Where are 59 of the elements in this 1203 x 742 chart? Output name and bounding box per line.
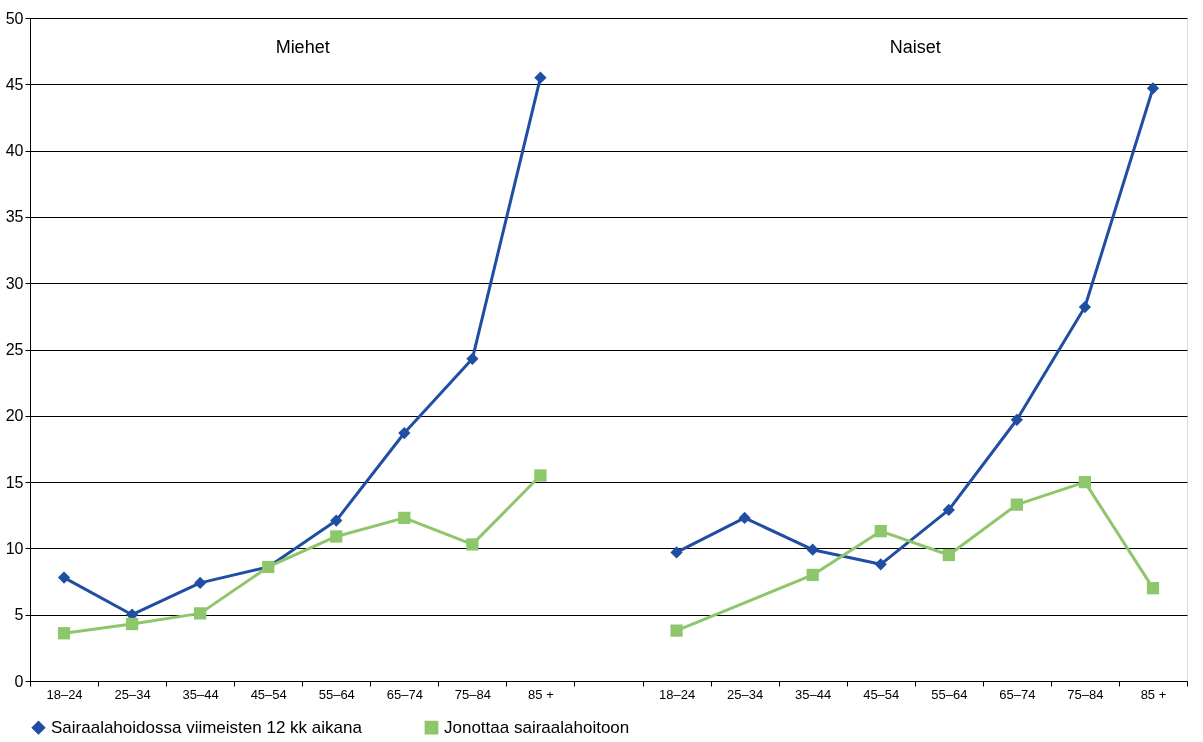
x-tick-label: 45–54 xyxy=(250,686,287,702)
legend-label: Sairaalahoidossa viimeisten 12 kk aikana xyxy=(51,717,363,737)
legend-label: Jonottaa sairaalahoitoon xyxy=(444,717,630,737)
point xyxy=(670,624,683,637)
point xyxy=(57,627,71,640)
y-tick-label: 35 xyxy=(5,208,24,226)
point xyxy=(398,511,411,525)
x-tick-label: 18–24 xyxy=(658,686,696,702)
y-tick-label: 0 xyxy=(14,672,24,690)
y-tick-label: 50 xyxy=(5,9,24,27)
point xyxy=(806,543,819,556)
point xyxy=(398,426,411,440)
x-tick-label: 75–84 xyxy=(454,686,491,702)
x-tick-label: 25–34 xyxy=(727,686,764,702)
x-tick-label: 45–54 xyxy=(863,686,900,702)
x-tick-label: 55–64 xyxy=(318,686,355,702)
y-tick-label: 25 xyxy=(5,341,24,358)
point xyxy=(330,530,343,543)
point xyxy=(330,514,343,527)
point xyxy=(534,71,547,84)
point xyxy=(874,558,887,571)
x-tick-label: 65–74 xyxy=(999,686,1036,702)
x-tick-label: 85 + xyxy=(1140,686,1167,702)
x-tick-label: 75–84 xyxy=(1067,686,1104,702)
point xyxy=(125,617,139,631)
point xyxy=(534,469,547,482)
point xyxy=(1010,413,1023,426)
x-tick-label: 55–64 xyxy=(931,686,968,702)
x-tick-label: 18–24 xyxy=(46,686,83,702)
point xyxy=(194,607,207,620)
point xyxy=(942,548,955,562)
point xyxy=(1078,475,1092,489)
x-tick-label: 35–44 xyxy=(182,686,219,702)
y-tick-label: 45 xyxy=(5,75,24,93)
x-tick-label: 65–74 xyxy=(386,686,423,702)
x-tick-label: 35–44 xyxy=(795,686,832,702)
point xyxy=(738,511,751,525)
y-tick-label: 20 xyxy=(5,407,24,425)
point xyxy=(1078,300,1092,314)
x-tick-label: 85 + xyxy=(528,686,554,702)
point xyxy=(466,352,479,365)
point xyxy=(874,525,887,538)
point xyxy=(670,546,683,559)
point xyxy=(1146,82,1160,95)
annotation: Miehet xyxy=(275,37,330,57)
y-tick-label: 30 xyxy=(5,274,24,292)
point xyxy=(1146,582,1160,595)
y-tick-label: 15 xyxy=(5,473,24,491)
point xyxy=(57,571,71,584)
point xyxy=(466,538,479,551)
y-tick-label: 5 xyxy=(14,606,24,624)
point xyxy=(806,568,819,582)
annotation: Naiset xyxy=(889,37,941,57)
x-tick-label: 25–34 xyxy=(114,686,151,702)
point xyxy=(194,576,207,589)
y-tick-label: 40 xyxy=(5,142,24,160)
y-tick-label: 10 xyxy=(5,539,24,557)
point xyxy=(942,503,955,517)
point xyxy=(1010,498,1023,511)
